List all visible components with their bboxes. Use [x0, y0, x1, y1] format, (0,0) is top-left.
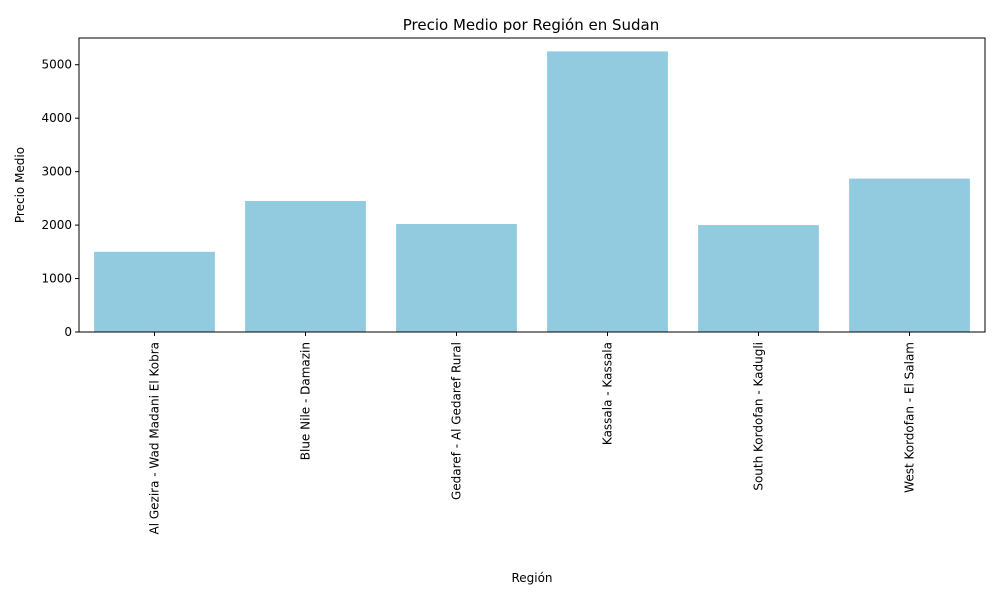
y-axis: 0 1000 2000 3000 4000 5000 — [41, 58, 79, 339]
x-tick-label-4: South Kordofan - Kadugli — [752, 342, 766, 491]
x-tick-label-0: Al Gezira - Wad Madani El Kobra — [148, 342, 162, 534]
y-tick-label-1: 1000 — [41, 272, 72, 286]
y-tick-label-3: 3000 — [41, 165, 72, 179]
y-axis-label: Precio Medio — [13, 147, 27, 223]
y-tick-label-0: 0 — [64, 325, 72, 339]
plot-frame — [78, 37, 986, 333]
bars-group — [94, 51, 970, 332]
bar-2 — [396, 224, 517, 332]
bar-3 — [547, 51, 668, 332]
bar-5 — [849, 178, 970, 332]
y-tick-label-2: 2000 — [41, 218, 72, 232]
x-axis: Al Gezira - Wad Madani El Kobra Blue Nile… — [148, 332, 917, 534]
bar-4 — [698, 225, 819, 332]
y-tick-label-5: 5000 — [41, 58, 72, 72]
chart-title: Precio Medio por Región en Sudan — [403, 16, 660, 34]
bar-0 — [94, 251, 215, 332]
x-tick-label-5: West Kordofan - El Salam — [903, 342, 917, 493]
y-tick-label-4: 4000 — [41, 111, 72, 125]
x-tick-label-1: Blue Nile - Damazin — [299, 342, 313, 460]
x-axis-label: Región — [511, 571, 552, 585]
x-tick-label-2: Gedaref - Al Gedaref Rural — [450, 342, 464, 500]
x-tick-label-3: Kassala - Kassala — [601, 342, 615, 445]
bar-1 — [245, 201, 366, 332]
